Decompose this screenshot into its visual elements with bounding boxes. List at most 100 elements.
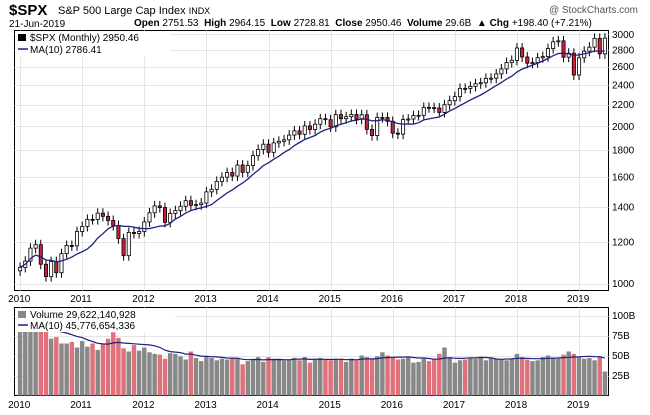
volume-bar: [173, 353, 178, 396]
volume-time-tick-label: 2012: [132, 400, 155, 411]
volume-bar: [219, 358, 225, 396]
volume-bar: [504, 360, 509, 396]
close-label: Close: [335, 18, 363, 29]
time-tick-label: 2011: [70, 294, 92, 305]
candle-body: [219, 176, 224, 182]
volume-bar: [437, 353, 442, 396]
candle-body: [504, 62, 509, 70]
volume-bar: [235, 358, 240, 396]
volume-bar: [312, 359, 318, 396]
volume-bar: [530, 361, 535, 396]
high-value: 2964.15: [229, 18, 266, 29]
candle-body: [162, 207, 168, 223]
price-tick-label: 1000: [612, 279, 635, 290]
volume-bar: [416, 361, 421, 396]
change-arrow-icon: ▲: [476, 18, 487, 29]
volume-bar: [157, 354, 163, 396]
price-tick-label: 2400: [612, 80, 635, 91]
candle-body: [525, 56, 530, 64]
candle-body: [209, 188, 214, 193]
volume-bar: [411, 362, 416, 396]
index-name-text: S&P 500 Large Cap Index: [58, 5, 186, 17]
candle-body: [59, 253, 64, 274]
volume-bar: [90, 343, 95, 396]
volume-bar: [400, 358, 406, 396]
volume-bar: [395, 359, 401, 396]
candle-body: [28, 247, 33, 262]
candle-body: [385, 116, 390, 122]
candle-body: [592, 37, 597, 48]
volume-bar: [519, 357, 525, 396]
candle-body: [297, 130, 302, 135]
change-value: +198.40 (+7.21%): [511, 18, 592, 29]
volume-time-tick-label: 2014: [257, 400, 280, 411]
volume-bar: [426, 361, 432, 396]
volume-bar: [561, 354, 566, 396]
candle-body: [333, 114, 338, 128]
candle-body: [85, 218, 90, 227]
volume-bar: [556, 358, 561, 396]
volume-bar: [462, 359, 468, 396]
volume-time-tick-label: 2011: [70, 400, 92, 411]
candle-body: [240, 164, 245, 173]
candle-body: [602, 37, 607, 55]
volume-bar: [292, 357, 297, 396]
volume-bar: [178, 356, 183, 396]
candle-body: [499, 68, 504, 75]
candle-body: [95, 212, 100, 220]
time-tick-label: 2015: [319, 294, 342, 305]
candle-body: [426, 106, 431, 109]
volume-time-tick-label: 2016: [381, 400, 404, 411]
time-tick-label: 2014: [257, 294, 280, 305]
candle-body: [157, 205, 162, 208]
volume-tick-label: 75B: [612, 331, 630, 342]
index-name: S&P 500 Large Cap Index INDX: [58, 5, 210, 17]
volume-bar: [525, 359, 530, 396]
volume-legend-box: [15, 308, 175, 332]
candle-body: [152, 205, 157, 214]
volume-bar: [457, 360, 463, 396]
candle-body: [90, 218, 95, 221]
volume-bar: [374, 356, 380, 396]
volume-bar: [302, 357, 307, 396]
candle-body: [323, 118, 328, 121]
volume-bar: [354, 360, 359, 396]
price-tick-label: 1200: [612, 238, 635, 249]
candle-body: [338, 114, 343, 120]
quote-summary: Open 2751.53 High 2964.15 Low 2728.81 Cl…: [134, 18, 592, 29]
volume-bar: [592, 360, 597, 396]
candle-body: [38, 244, 43, 265]
volume-bar: [152, 353, 157, 396]
volume-bar: [147, 352, 152, 396]
volume-bar: [494, 358, 499, 396]
volume-bar: [59, 343, 64, 396]
volume-legend-swatch-icon: [18, 311, 26, 318]
price-panel-frame: [14, 30, 609, 291]
volume-bar: [116, 337, 121, 396]
price-tick-label: 2000: [612, 122, 635, 133]
price-tick-label: 1600: [612, 172, 635, 183]
candle-body: [514, 47, 519, 61]
candle-body: [401, 119, 406, 135]
candle-body: [250, 155, 255, 166]
volume-bar: [17, 325, 23, 396]
price-ma-layer: [19, 50, 605, 268]
volume-bar: [447, 357, 452, 396]
candle-body: [18, 266, 23, 272]
time-tick-label: 2013: [194, 294, 217, 305]
candle-body: [261, 143, 266, 150]
price-legend-box: [15, 31, 170, 57]
candle-body: [204, 191, 209, 204]
candle-body: [271, 142, 276, 153]
volume-bars: [17, 324, 608, 396]
candle-body: [328, 119, 333, 128]
volume-bar: [245, 361, 251, 396]
volume-bar: [390, 357, 395, 396]
candle-body: [577, 57, 582, 76]
candle-body: [266, 143, 271, 153]
volume-bar: [349, 358, 354, 396]
candle-body: [131, 231, 136, 234]
time-axis-labels: 2010 2010 2011 2011 2012 2012 2013 2013 2014 2014…: [8, 294, 590, 411]
price-tick-label: 2800: [612, 45, 635, 56]
